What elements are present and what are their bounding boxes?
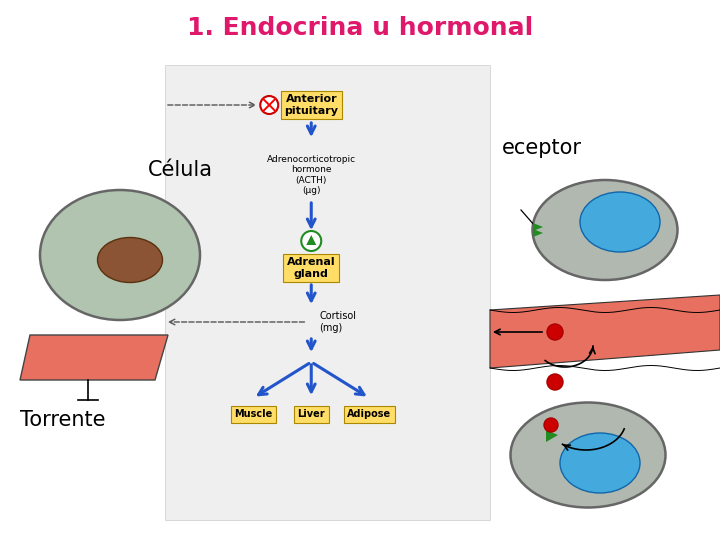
Text: Célula: Célula [148,160,213,180]
Text: eceptor: eceptor [502,138,582,158]
Ellipse shape [510,402,665,508]
Circle shape [547,324,563,340]
Text: Torrente: Torrente [20,410,106,430]
Ellipse shape [533,180,678,280]
FancyBboxPatch shape [165,65,490,520]
Text: Anterior
pituitary: Anterior pituitary [284,94,338,116]
Polygon shape [306,235,316,245]
Text: Adrenocorticotropic
hormone
(ACTH)
(μg): Adrenocorticotropic hormone (ACTH) (μg) [266,155,356,195]
Polygon shape [20,335,168,380]
Text: Adipose: Adipose [347,409,391,419]
Ellipse shape [97,238,163,282]
Ellipse shape [40,190,200,320]
Polygon shape [533,223,543,231]
Polygon shape [546,430,558,442]
Text: Liver: Liver [297,409,325,419]
Circle shape [301,231,321,251]
Text: Muscle: Muscle [234,409,272,419]
Polygon shape [490,295,720,368]
Text: 1. Endocrina u hormonal: 1. Endocrina u hormonal [187,16,533,40]
Text: Adrenal
gland: Adrenal gland [287,257,336,279]
Ellipse shape [560,433,640,493]
Circle shape [547,374,563,390]
Polygon shape [533,229,543,237]
Text: Cortisol
(mg): Cortisol (mg) [319,311,356,333]
Circle shape [544,418,558,432]
Circle shape [260,96,278,114]
Ellipse shape [580,192,660,252]
